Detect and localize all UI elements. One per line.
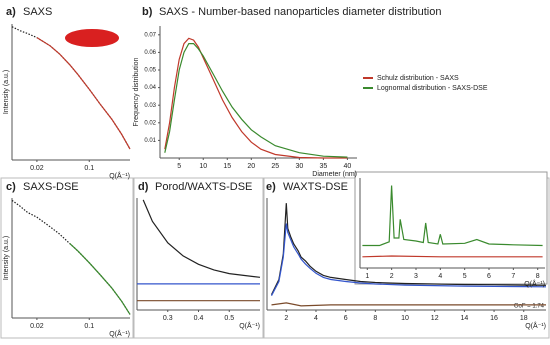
- x-tick-label: 18: [520, 315, 528, 322]
- data-line: [11, 199, 131, 315]
- y-tick-label: 0.03: [144, 103, 156, 109]
- x-axis-label: Q(Å⁻¹): [109, 329, 130, 338]
- x-tick-label: 4: [314, 315, 318, 322]
- x-tick-label: 1: [365, 273, 369, 280]
- panel-frame: [0, 177, 134, 339]
- x-axis-label: Q(Å⁻¹): [109, 171, 130, 180]
- data-line: [164, 43, 348, 158]
- x-axis-label: Q(Å⁻¹): [524, 279, 545, 288]
- panel-label: c): [6, 181, 16, 193]
- x-tick-label: 0.1: [84, 165, 94, 172]
- x-tick-label: 0.02: [30, 323, 44, 330]
- x-tick-label: 4: [438, 273, 442, 280]
- x-tick-label: 5: [177, 163, 181, 170]
- data-line: [271, 302, 546, 307]
- x-tick-label: 30: [295, 163, 303, 170]
- panel-label: d): [138, 181, 149, 193]
- x-tick-label: 5: [463, 273, 467, 280]
- y-tick-label: 0.01: [144, 138, 156, 144]
- x-tick-label: 3: [414, 273, 418, 280]
- chart-title: WAXTS-DSE: [283, 181, 348, 193]
- x-tick-label: 0.3: [163, 315, 173, 322]
- x-tick-label: 6: [344, 315, 348, 322]
- data-line: [69, 243, 131, 315]
- annotation: GoF = 1.74: [514, 304, 545, 310]
- x-tick-label: 10: [401, 315, 409, 322]
- x-tick-label: 0.02: [30, 165, 44, 172]
- x-tick-label: 2: [390, 273, 394, 280]
- panel-frame: [133, 177, 265, 339]
- panel-label: a): [6, 6, 16, 18]
- x-tick-label: 0.4: [194, 315, 204, 322]
- chart-title: Porod/WAXTS-DSE: [155, 181, 252, 193]
- y-axis-label: Frequency distribution: [133, 57, 140, 126]
- y-tick-label: 0.05: [144, 68, 156, 74]
- x-tick-label: 6: [487, 273, 491, 280]
- x-axis-label: Q(Å⁻¹): [239, 321, 260, 330]
- data-line: [362, 185, 543, 247]
- x-tick-label: 25: [271, 163, 279, 170]
- x-tick-label: 2: [284, 315, 288, 322]
- x-axis-label: Diameter (nm): [312, 171, 357, 178]
- x-tick-label: 15: [223, 163, 231, 170]
- panel-label: b): [142, 6, 153, 18]
- y-axis-label: Intensity (a.u.): [3, 236, 10, 280]
- data-line: [164, 37, 348, 159]
- legend-label: Lognormal distribution - SAXS-DSE: [377, 85, 488, 92]
- data-line: [11, 26, 131, 150]
- x-tick-label: 0.1: [84, 323, 94, 330]
- chart-title: SAXS - Number-based nanoparticles diamet…: [159, 6, 441, 18]
- x-tick-label: 20: [247, 163, 255, 170]
- x-tick-label: 7: [511, 273, 515, 280]
- data-line: [142, 199, 261, 278]
- x-axis-label: Q(Å⁻¹): [525, 321, 546, 330]
- legend-label: Schulz distribution - SAXS: [377, 75, 459, 82]
- chart-title: SAXS: [23, 6, 52, 18]
- panel-label: e): [266, 181, 276, 193]
- x-tick-label: 40: [343, 163, 351, 170]
- x-tick-label: 12: [431, 315, 439, 322]
- y-tick-label: 0.07: [144, 32, 156, 38]
- y-axis-label: Intensity (a.u.): [3, 70, 10, 114]
- x-tick-label: 8: [536, 273, 540, 280]
- x-tick-label: 0.5: [224, 315, 234, 322]
- chart-title: SAXS-DSE: [23, 181, 79, 193]
- x-tick-label: 14: [460, 315, 468, 322]
- particle-icon: [65, 29, 119, 47]
- y-tick-label: 0.02: [144, 120, 156, 126]
- y-tick-label: 0.04: [144, 85, 156, 91]
- x-tick-label: 35: [319, 163, 327, 170]
- x-tick-label: 8: [373, 315, 377, 322]
- y-tick-label: 0.06: [144, 50, 156, 56]
- data-line: [362, 255, 543, 258]
- inset-frame: [354, 171, 548, 285]
- data-line: [270, 203, 547, 295]
- x-tick-label: 10: [199, 163, 207, 170]
- x-tick-label: 16: [490, 315, 498, 322]
- data-line: [36, 37, 131, 150]
- data-line: [270, 223, 547, 296]
